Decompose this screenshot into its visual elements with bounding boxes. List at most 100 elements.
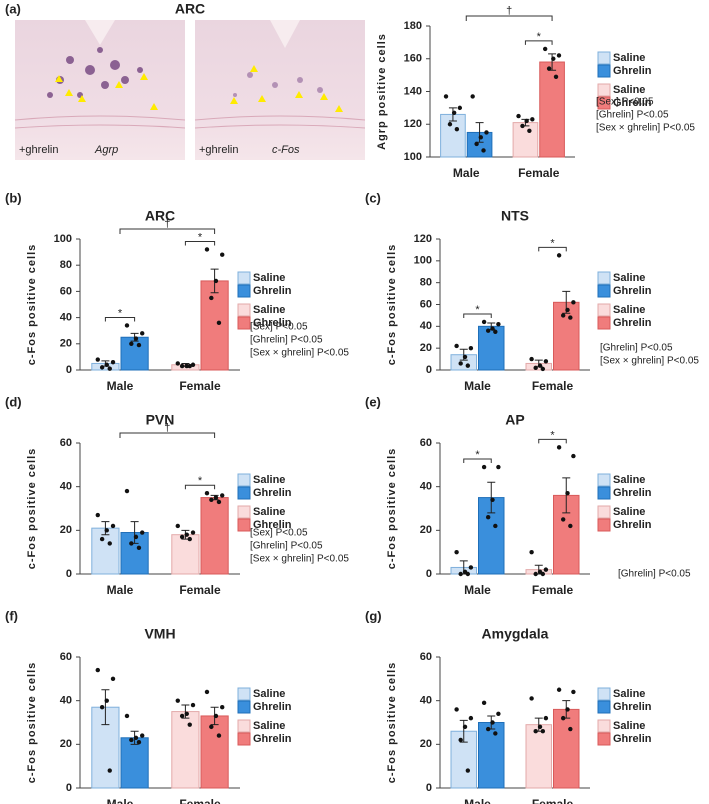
- data-point: [204, 491, 210, 496]
- bar: [553, 708, 580, 789]
- legend-label: Ghrelin: [253, 487, 292, 499]
- data-point: [95, 512, 100, 518]
- bar: [200, 280, 229, 371]
- data-point: [187, 722, 192, 727]
- data-point: [451, 110, 457, 115]
- x-tick-label: Female: [532, 379, 574, 393]
- legend-swatch: [237, 719, 251, 733]
- legend-swatch: [597, 518, 611, 532]
- data-point: [458, 571, 463, 577]
- data-point: [462, 724, 468, 730]
- data-point: [204, 689, 210, 695]
- y-tick-label: 60: [420, 298, 432, 310]
- data-point: [468, 715, 474, 721]
- legend-swatch: [237, 505, 251, 519]
- legend-swatch: [597, 96, 611, 110]
- y-tick-label: 160: [404, 53, 422, 65]
- data-point: [481, 464, 487, 470]
- data-point: [175, 361, 180, 366]
- data-point: [516, 113, 521, 119]
- significance-label: *: [118, 307, 123, 319]
- bar: [200, 497, 229, 575]
- image-label: c-Fos: [272, 144, 300, 156]
- data-point: [529, 549, 534, 555]
- data-point: [571, 300, 576, 305]
- data-point: [209, 497, 214, 502]
- data-point: [462, 354, 468, 360]
- y-tick-label: 20: [60, 524, 72, 536]
- y-tick-label: 140: [404, 85, 422, 97]
- significance-bracket: [465, 15, 553, 21]
- micrograph: +ghrelin c-Fos: [194, 20, 366, 160]
- data-point: [465, 768, 471, 773]
- x-tick-label: Female: [179, 797, 221, 804]
- data-point: [220, 493, 225, 498]
- chart: (f) VMH c-Fos positive cells 0 20 40 60 Male Fem…: [5, 608, 292, 804]
- data-point: [204, 247, 210, 252]
- data-point: [496, 711, 501, 716]
- legend-label: Saline: [253, 474, 285, 486]
- data-point: [213, 278, 219, 284]
- data-point: [560, 715, 566, 721]
- bar: [171, 711, 200, 789]
- data-point: [484, 130, 489, 135]
- y-tick-label: 0: [426, 568, 432, 580]
- significance-bracket: [184, 484, 216, 490]
- data-point: [209, 295, 214, 301]
- data-point: [136, 739, 142, 745]
- significance-label: †: [164, 422, 170, 434]
- data-point: [220, 705, 225, 710]
- image-label: Agrp: [94, 144, 118, 156]
- legend-swatch: [597, 51, 611, 65]
- significance-label: *: [550, 237, 555, 249]
- data-point: [454, 343, 459, 349]
- y-axis-label: c-Fos positive cells: [386, 448, 398, 569]
- legend-swatch: [597, 486, 611, 500]
- data-point: [454, 126, 460, 132]
- y-tick-label: 0: [66, 782, 72, 794]
- legend-label: Saline: [253, 272, 285, 284]
- data-point: [571, 689, 576, 695]
- chart-title: NTS: [501, 208, 529, 224]
- legend-swatch: [597, 473, 611, 487]
- significance-label: †: [506, 5, 512, 17]
- data-point: [540, 729, 546, 734]
- y-tick-label: 60: [420, 651, 432, 663]
- data-point: [179, 713, 185, 719]
- legend-label: Saline: [253, 506, 285, 518]
- significance-bracket: [524, 40, 553, 45]
- data-point: [133, 534, 139, 540]
- y-tick-label: 100: [54, 233, 72, 245]
- stats-text: [Ghrelin] P<0.05: [618, 569, 691, 580]
- data-point: [481, 319, 487, 325]
- significance-bracket: [119, 228, 216, 234]
- x-tick-label: Female: [179, 583, 221, 597]
- legend-label: Ghrelin: [613, 65, 652, 77]
- y-tick-label: 40: [420, 481, 432, 493]
- error-bar: [487, 481, 496, 514]
- data-point: [537, 724, 543, 730]
- x-tick-label: Male: [107, 797, 134, 804]
- data-point: [490, 720, 495, 725]
- data-point: [493, 523, 498, 529]
- legend-label: Ghrelin: [253, 285, 292, 297]
- stats-text: [Sex] P<0.05: [250, 528, 308, 539]
- legend-label: Ghrelin: [613, 317, 652, 329]
- data-point: [543, 715, 549, 721]
- error-bar: [459, 719, 468, 743]
- stats-text: [Sex × ghrelin] P<0.05: [600, 356, 699, 367]
- chart: (c) NTS c-Fos positive cells 0 20 40 60 80 100 12…: [365, 190, 699, 393]
- chart-title: PVN: [146, 412, 175, 428]
- significance-bracket: [538, 246, 567, 252]
- data-point: [496, 464, 501, 470]
- x-tick-label: Male: [107, 583, 134, 597]
- significance-bracket: [463, 313, 492, 318]
- stats-text: [Ghrelin] P<0.05: [250, 541, 323, 552]
- data-point: [468, 565, 474, 570]
- data-point: [124, 488, 130, 494]
- significance-bracket: [104, 316, 136, 322]
- stats-text: [Ghrelin] P<0.05: [596, 110, 669, 121]
- data-point: [209, 724, 214, 730]
- y-tick-label: 20: [60, 338, 72, 350]
- significance-label: *: [550, 429, 555, 441]
